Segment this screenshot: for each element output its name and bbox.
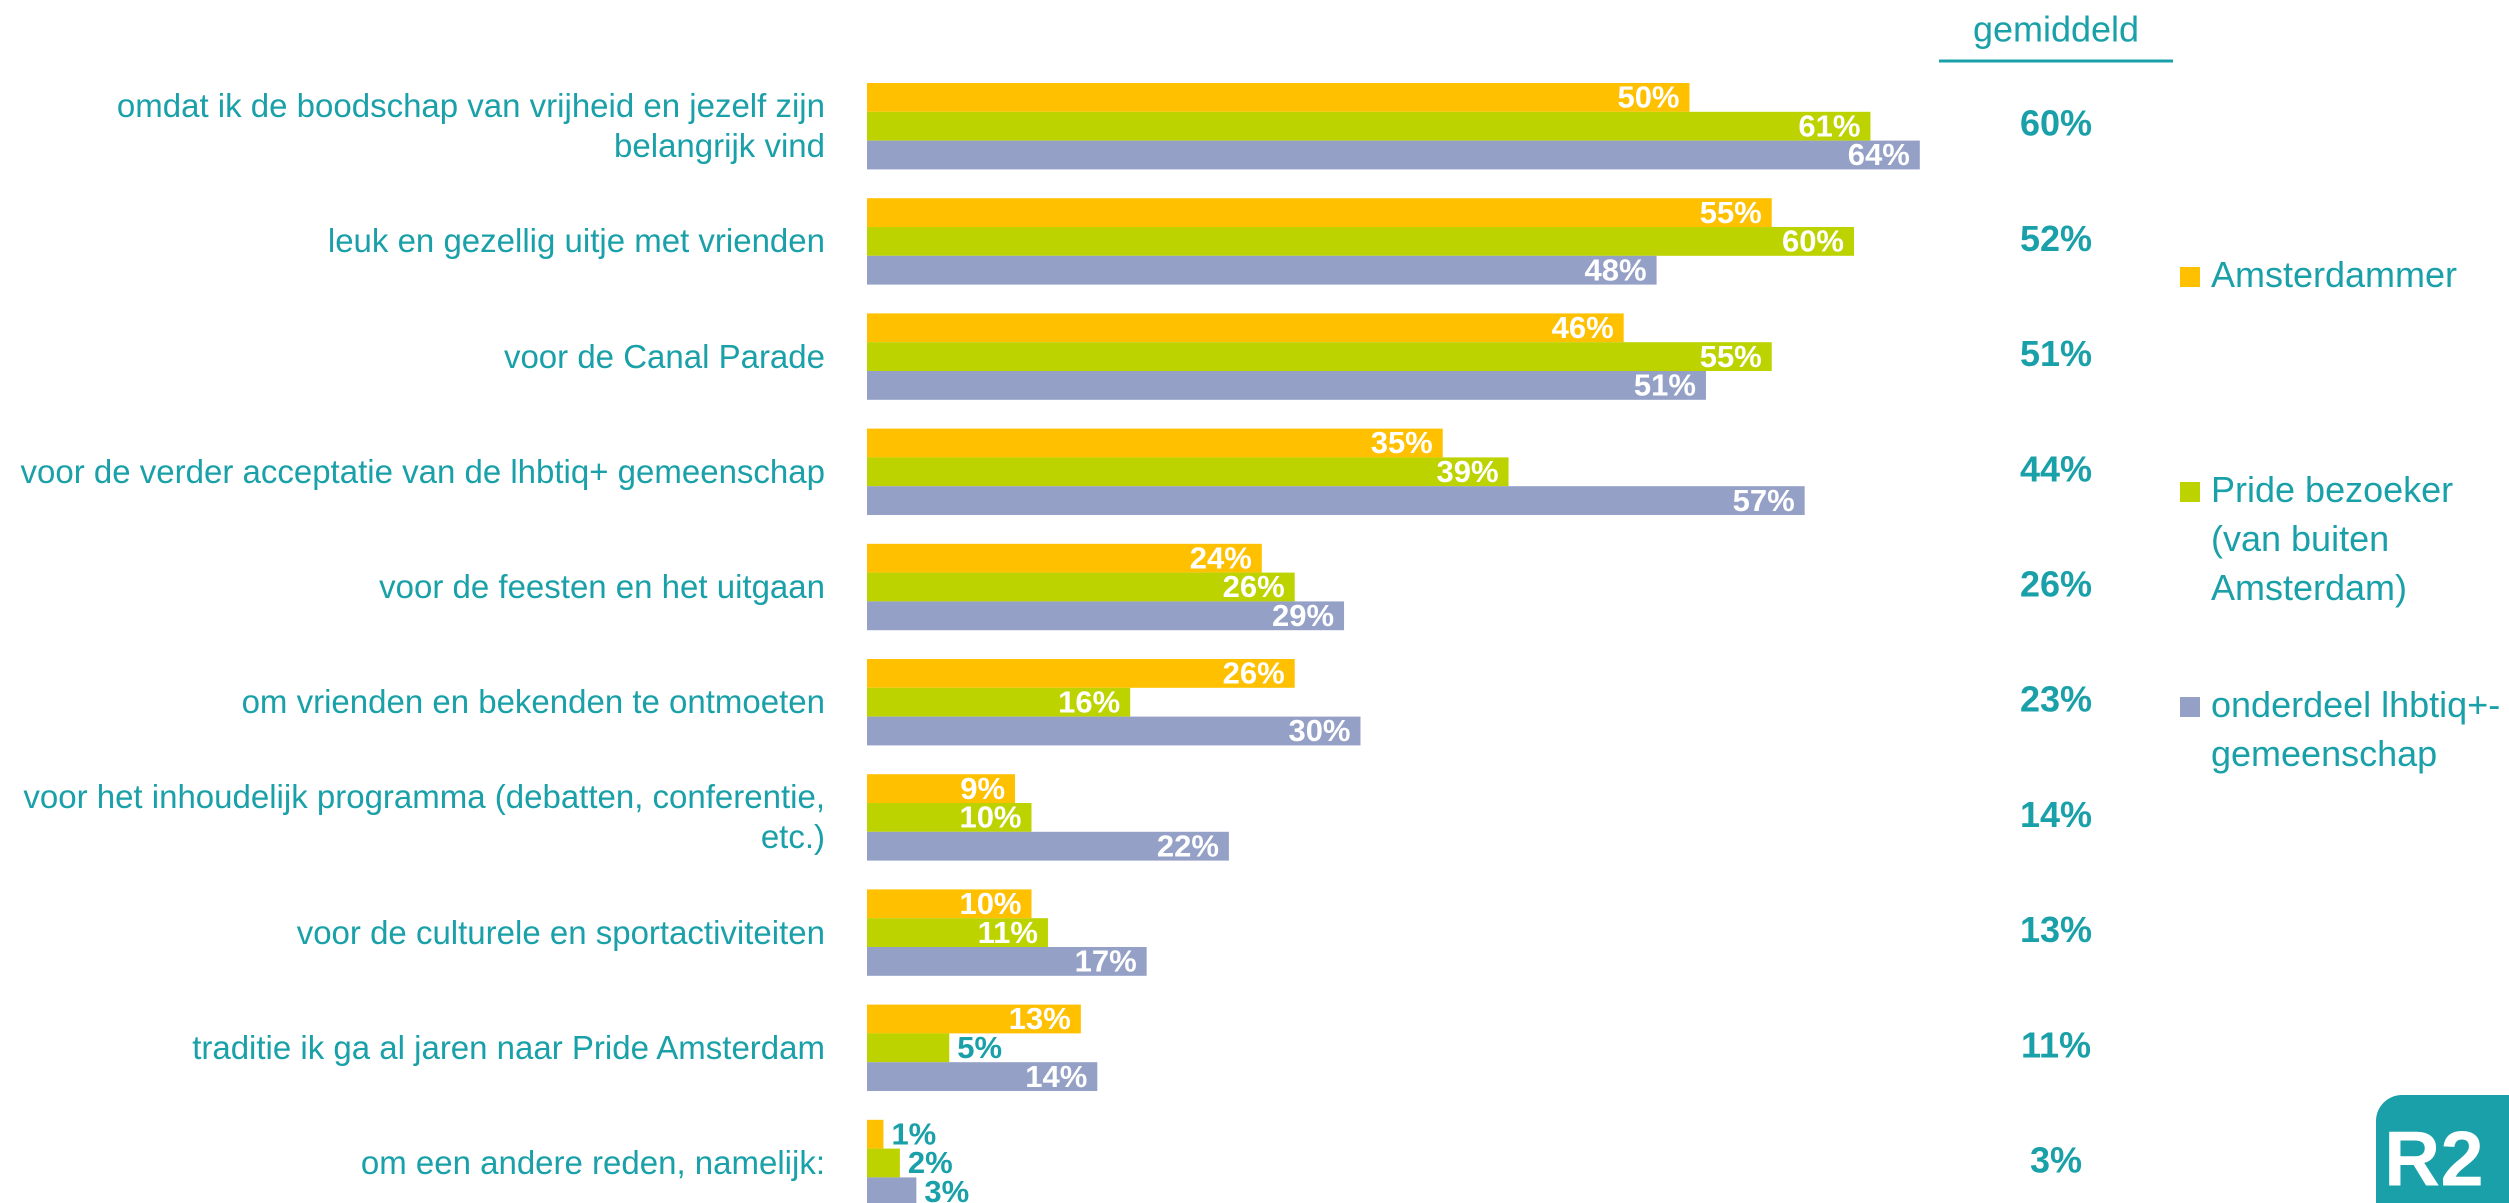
category-label: voor het inhoudelijk programma (debatten… <box>23 778 825 856</box>
bar <box>867 111 1871 141</box>
bar <box>867 428 1443 458</box>
average-value: 51% <box>2020 333 2092 374</box>
category-label: voor de feesten en het uitgaan <box>379 568 825 605</box>
bar <box>867 313 1624 343</box>
average-value: 60% <box>2020 103 2092 144</box>
value-label: 57% <box>1733 483 1795 518</box>
bar <box>867 198 1772 227</box>
logo-text: R2 <box>2384 1115 2484 1203</box>
bar <box>867 83 1690 112</box>
value-label: 1% <box>891 1116 936 1151</box>
average-value: 23% <box>2020 679 2092 720</box>
value-label: 14% <box>1025 1059 1087 1094</box>
value-label: 51% <box>1634 368 1696 403</box>
bar <box>867 342 1772 371</box>
legend-label: onderdeel lhbtiq+-gemeenschap <box>2211 684 2501 774</box>
bar <box>867 1177 917 1203</box>
value-label: 11% <box>978 915 1038 950</box>
legend-swatch <box>2180 267 2200 287</box>
value-label: 61% <box>1798 108 1860 143</box>
average-value: 11% <box>2021 1024 2091 1065</box>
average-value: 14% <box>2020 794 2092 835</box>
bar <box>867 1004 1081 1034</box>
logo-box <box>2376 1095 2509 1203</box>
value-label: 9% <box>960 771 1005 806</box>
bar <box>867 457 1509 487</box>
bar <box>867 774 1016 803</box>
category-label: voor de Canal Parade <box>503 337 825 375</box>
legend-swatch <box>2180 697 2200 717</box>
value-label: 35% <box>1371 425 1433 460</box>
value-label: 16% <box>1058 684 1120 719</box>
bar <box>867 371 1706 400</box>
value-label: 26% <box>1223 656 1285 691</box>
average-header: gemiddeld <box>1973 9 2139 50</box>
value-label: 17% <box>1075 944 1137 979</box>
value-label: 50% <box>1617 80 1679 115</box>
category-label: voor de culturele en sportactiviteiten <box>296 913 825 951</box>
average-value: 52% <box>2020 218 2092 259</box>
value-label: 30% <box>1288 713 1350 748</box>
value-label: 3% <box>924 1174 969 1203</box>
bar <box>867 918 1048 947</box>
bar <box>867 1062 1098 1091</box>
category-label: om vrienden en bekenden te ontmoeten <box>241 683 825 721</box>
bar <box>867 140 1920 170</box>
value-label: 39% <box>1437 454 1499 489</box>
legend-label: Amsterdammer <box>2211 254 2458 295</box>
value-label: 10% <box>959 886 1021 921</box>
value-label: 46% <box>1552 310 1614 345</box>
bar <box>867 889 1032 919</box>
bar <box>867 572 1295 602</box>
value-label: 24% <box>1190 540 1252 575</box>
bar <box>867 716 1361 746</box>
bar <box>867 947 1147 976</box>
legend-swatch <box>2180 482 2200 502</box>
value-label: 48% <box>1585 252 1647 287</box>
bar <box>867 255 1657 285</box>
bar <box>867 486 1805 515</box>
average-value: 3% <box>2030 1140 2082 1181</box>
value-label: 60% <box>1782 224 1844 259</box>
average-value: 44% <box>2020 448 2092 489</box>
value-label: 13% <box>1009 1001 1071 1036</box>
bar <box>867 831 1229 861</box>
bar <box>867 803 1032 832</box>
value-label: 10% <box>959 800 1021 835</box>
category-label: om een andere reden, namelijk: <box>360 1144 825 1181</box>
bar <box>867 687 1131 717</box>
value-label: 2% <box>908 1145 953 1180</box>
value-label: 22% <box>1157 828 1219 863</box>
value-label: 55% <box>1700 339 1762 374</box>
bar <box>867 1148 900 1178</box>
value-label: 55% <box>1700 195 1762 230</box>
value-label: 26% <box>1223 569 1285 604</box>
bar <box>867 1033 950 1063</box>
average-value: 26% <box>2020 564 2092 605</box>
bar <box>867 227 1854 256</box>
bar <box>867 543 1262 573</box>
value-label: 5% <box>957 1030 1002 1065</box>
category-label: omdat ik de boodschap van vrijheid en je… <box>116 87 825 165</box>
bar <box>867 1119 884 1149</box>
value-label: 29% <box>1272 598 1334 633</box>
value-label: 64% <box>1848 137 1910 172</box>
bar <box>867 659 1295 688</box>
average-value: 13% <box>2020 909 2092 950</box>
category-label: voor de verder acceptatie van de lhbtiq+… <box>20 452 825 490</box>
legend-label: Pride bezoeker (van buiten Amsterdam) <box>2211 469 2454 608</box>
category-label: traditie ik ga al jaren naar Pride Amste… <box>192 1028 825 1066</box>
category-label: leuk en gezellig uitje met vrienden <box>327 222 825 260</box>
bar <box>867 601 1345 631</box>
